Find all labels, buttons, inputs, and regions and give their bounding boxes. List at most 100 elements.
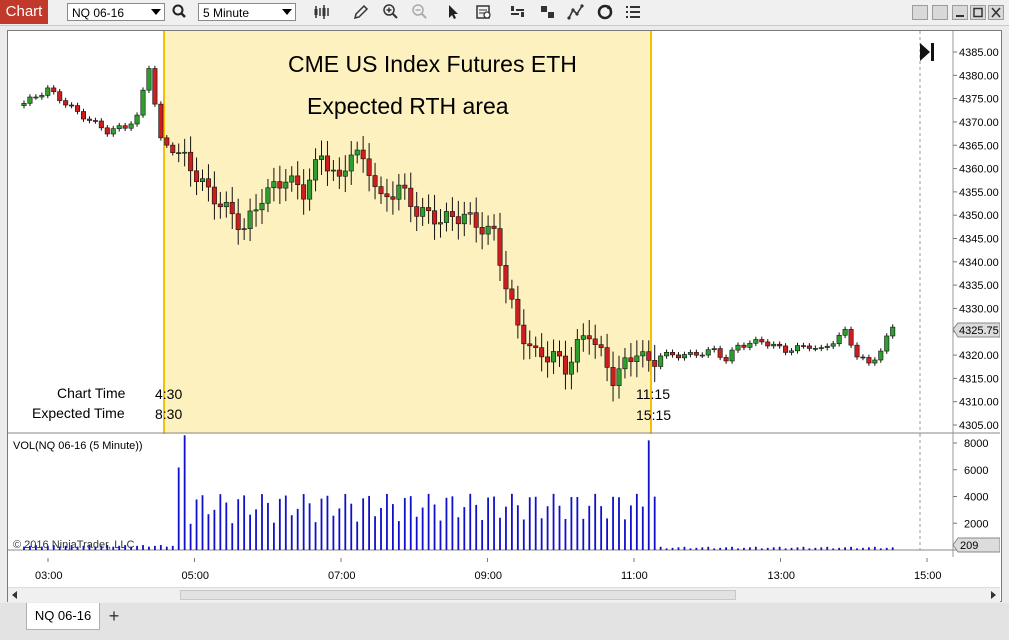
volume-bar [195, 499, 198, 550]
close-icon[interactable] [988, 5, 1004, 20]
candle-body [800, 345, 806, 347]
candle-body [634, 355, 640, 362]
volume-bar [255, 509, 257, 550]
volume-bar [94, 546, 97, 550]
scrollbar-thumb[interactable] [180, 590, 736, 600]
volume-bar [784, 548, 787, 550]
candle-body [229, 201, 235, 215]
candle-body [806, 345, 812, 349]
candle-body [830, 343, 836, 347]
interval-selector[interactable]: 5 Minute [198, 3, 296, 21]
toolbar [0, 0, 1009, 26]
pointer-icon[interactable] [443, 3, 463, 21]
rth-highlight-area [164, 31, 651, 434]
expected-time-start: 8:30 [155, 406, 183, 422]
volume-bar [493, 496, 495, 550]
volume-bar [487, 497, 489, 550]
volume-bar [576, 496, 579, 550]
candle-body [408, 187, 414, 207]
chart-title-tab[interactable]: Chart [0, 0, 48, 24]
volume-bar [392, 504, 394, 550]
maximize-icon[interactable] [970, 5, 986, 20]
candle-body [289, 175, 295, 183]
candle-body [307, 179, 313, 200]
candle-body [176, 152, 182, 154]
reload-icon[interactable] [595, 3, 615, 21]
volume-bar [267, 502, 269, 550]
volume-panel[interactable]: 8000 6000 4000 2000 VOL(NQ 06-16 (5 Minute)… [8, 434, 1000, 557]
candle-body [21, 102, 27, 106]
volume-bar [290, 515, 293, 550]
volume-tick-label: 2000 [964, 518, 988, 530]
candle-body [574, 339, 580, 363]
add-tab-button[interactable]: + [108, 606, 120, 626]
volume-bar [790, 547, 793, 550]
candle-body [432, 210, 438, 225]
candle-body [188, 151, 194, 172]
volume-bar [749, 547, 751, 550]
candle-body [134, 114, 140, 125]
candle-body [527, 343, 533, 347]
price-panel[interactable]: 4385.00 4380.00 4375.00 4370.00 4365.00 4360.… [8, 31, 1000, 434]
hierarchy-icon[interactable] [538, 3, 558, 21]
volume-bar [635, 493, 638, 550]
volume-bar [743, 547, 745, 550]
candle-body [75, 105, 81, 112]
candle-body [854, 344, 860, 358]
volume-bar [879, 548, 882, 550]
tile-icon[interactable] [912, 5, 928, 20]
volume-bar [64, 545, 67, 550]
tab-nq-06-16[interactable]: NQ 06-16 [26, 603, 100, 630]
horizontal-scrollbar[interactable] [8, 587, 1000, 602]
chart-time-label: Chart Time [57, 385, 126, 401]
volume-bar [320, 498, 323, 550]
time-tick-label: 09:00 [475, 570, 503, 582]
zoom-out-icon[interactable] [410, 3, 430, 21]
candle-body [622, 357, 628, 370]
volume-bar [618, 497, 620, 550]
zoom-in-icon[interactable] [381, 3, 401, 21]
candle-body [777, 343, 783, 347]
candles-group [21, 65, 896, 402]
pencil-icon[interactable] [351, 3, 371, 21]
candle-body [610, 367, 616, 386]
candle-body [247, 210, 253, 229]
chevron-down-icon [151, 9, 161, 15]
volume-bar [719, 547, 722, 550]
volume-bar [249, 514, 251, 550]
candle-body [200, 178, 206, 182]
search-icon[interactable] [170, 3, 190, 21]
candle-body [485, 225, 491, 235]
strategy-icon[interactable] [566, 3, 586, 21]
volume-bar [338, 508, 341, 550]
price-tick-label: 4365.00 [959, 140, 999, 152]
price-tick-label: 4385.00 [959, 47, 999, 59]
candle-body [533, 345, 539, 348]
candle-body [759, 339, 765, 343]
candle-body [217, 203, 223, 208]
instrument-selector[interactable]: NQ 06-16 [67, 3, 165, 21]
volume-bar [873, 546, 876, 550]
volume-tag-label: 209 [960, 540, 978, 552]
bars-type-icon[interactable] [312, 3, 332, 21]
data-box-icon[interactable] [474, 3, 494, 21]
volume-bar [695, 547, 698, 550]
volume-bar [630, 505, 632, 550]
volume-bar [689, 548, 692, 550]
candle-body [57, 91, 63, 101]
volume-highlight-area [164, 434, 651, 550]
minimize-icon[interactable] [952, 5, 968, 20]
volume-bar [659, 546, 662, 550]
time-tick-label: 11:00 [621, 570, 648, 582]
candle-body [747, 342, 753, 348]
volume-bar [808, 548, 811, 550]
volume-bar [278, 498, 281, 550]
list-icon[interactable] [623, 3, 643, 21]
restore-down-icon[interactable] [932, 5, 948, 20]
candle-body [723, 357, 729, 362]
volume-bar [374, 516, 376, 550]
volume-bar [213, 509, 216, 550]
chart-properties-icon[interactable] [508, 3, 528, 21]
volume-bar [237, 499, 240, 550]
candle-body [27, 96, 33, 104]
